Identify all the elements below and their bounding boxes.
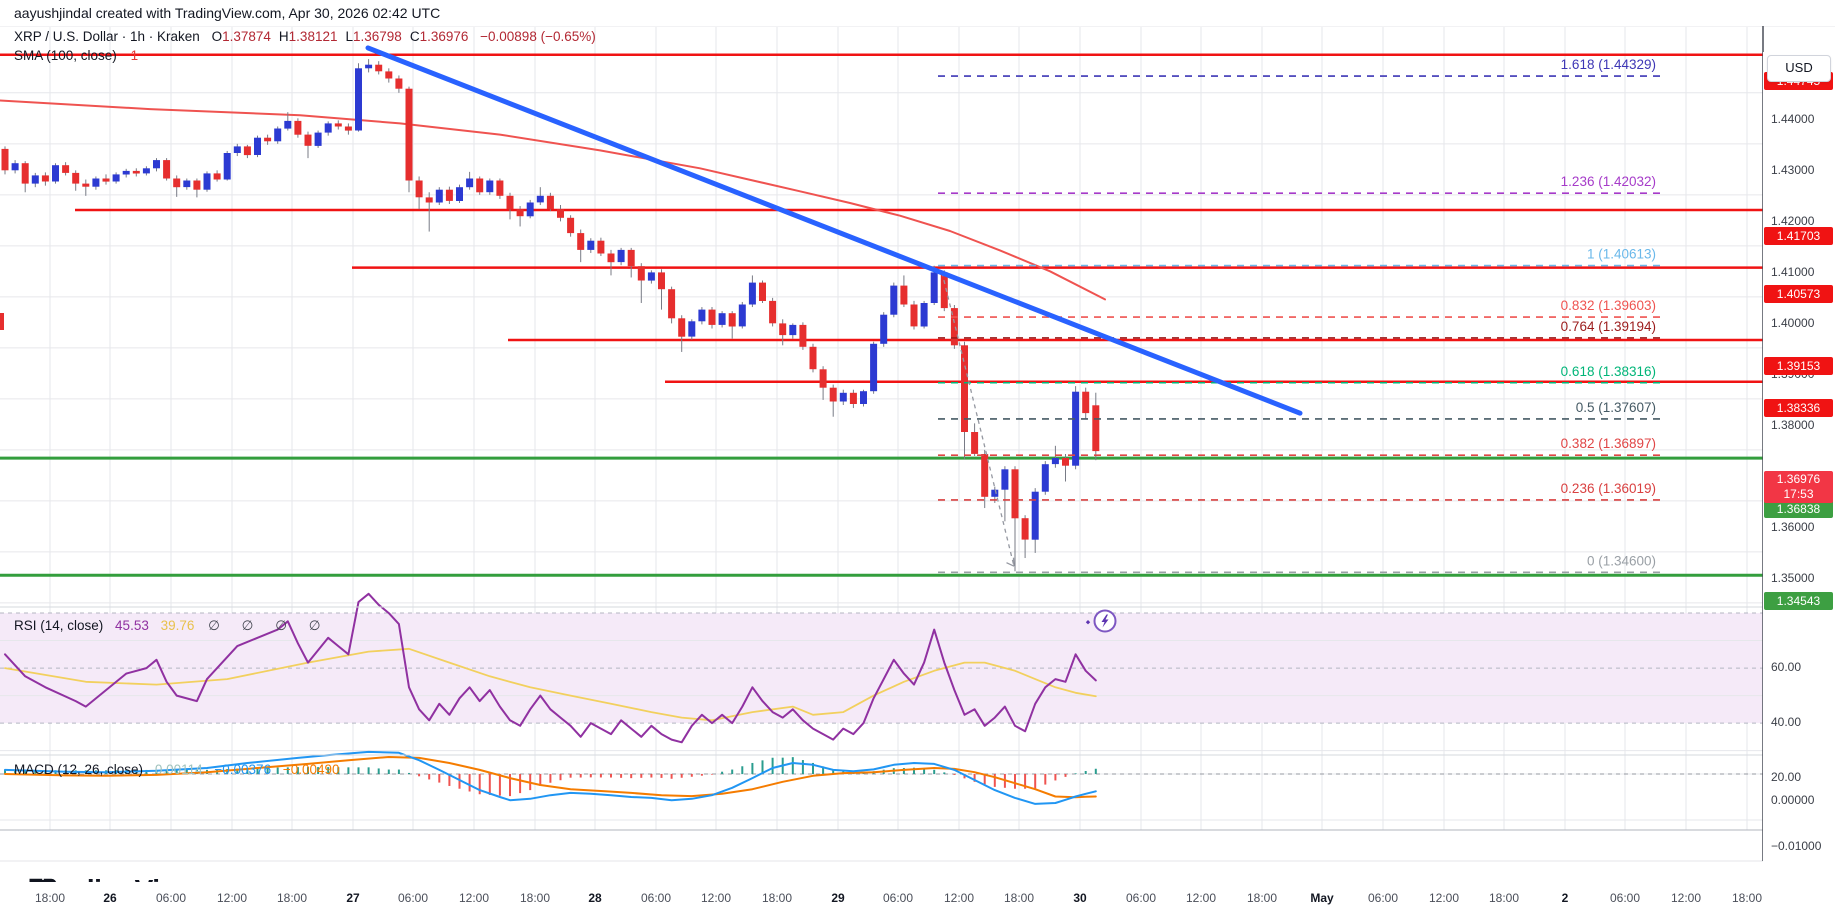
time-axis[interactable]: 18:00 26 06:00 12:00 18:00 27 06:00 12:00 18:00 2… (0, 882, 1763, 914)
price-tick: 1.36000 (1771, 520, 1815, 534)
time-tick: 18:00 (1246, 891, 1278, 905)
time-tick: 12:00 (1428, 891, 1460, 905)
change-value: −0.00898 (−0.65%) (480, 29, 596, 44)
level-price-label: 1.39153 (1764, 357, 1833, 375)
svg-text:1 (1.40613): 1 (1.40613) (1587, 247, 1656, 262)
ohlc-values: O1.37874 H1.38121 L1.36798 C1.36976 (204, 29, 469, 44)
ohlc-letter: C (409, 29, 420, 44)
time-tick: 12:00 (216, 891, 248, 905)
macd-hist-value: 0.00114 (154, 762, 203, 777)
ohlc-number: 1.36798 (353, 29, 402, 44)
time-tick: 28 (588, 891, 602, 905)
time-tick: 12:00 (700, 891, 732, 905)
time-tick: 12:00 (1670, 891, 1702, 905)
rsi-ma-value: 39.76 (160, 618, 195, 633)
price-tick: 1.42000 (1771, 214, 1815, 228)
current-price-label: 1.36976 17:53 (1764, 471, 1833, 503)
ohlc-letter: O (211, 29, 223, 44)
macd-label[interactable]: MACD (12, 26, close) (14, 762, 144, 777)
time-tick: 06:00 (397, 891, 429, 905)
rsi-tick: 60.00 (1771, 660, 1802, 674)
currency-button[interactable]: USD (1767, 55, 1831, 82)
flash-icon[interactable] (1080, 607, 1120, 635)
time-tick: 29 (831, 891, 845, 905)
svg-text:1.236 (1.42032): 1.236 (1.42032) (1561, 174, 1656, 189)
time-tick: 18:00 (1731, 891, 1763, 905)
macd-value: −0.00376 (214, 762, 272, 777)
ohlc-letter: H (278, 29, 289, 44)
sparkle-icon (1085, 620, 1091, 625)
price-tick: 1.35000 (1771, 571, 1815, 585)
ohlc-letter: L (345, 29, 353, 44)
time-tick: 30 (1073, 891, 1087, 905)
time-tick: 06:00 (155, 891, 187, 905)
time-tick: 18:00 (34, 891, 66, 905)
time-tick: 18:00 (1003, 891, 1035, 905)
ohlc-number: 1.36976 (419, 29, 469, 44)
chart-plot-area[interactable]: 1.618 (1.44329) 1.236 (1.42032) 1 (1.40613… (0, 26, 1835, 914)
ohlc-number: 1.38121 (288, 29, 338, 44)
chart-canvas[interactable]: 1.618 (1.44329) 1.236 (1.42032) 1 (1.40613… (0, 26, 1835, 862)
time-tick: 06:00 (1609, 891, 1641, 905)
time-tick: 12:00 (943, 891, 975, 905)
rsi-value: 45.53 (115, 618, 149, 633)
svg-text:0.764 (1.39194): 0.764 (1.39194) (1561, 319, 1656, 334)
macd-signal-value: −0.00490 (282, 762, 340, 777)
symbol-header[interactable]: XRP / U.S. Dollar · 1h · Kraken O1.37874… (14, 29, 596, 44)
time-tick: 27 (346, 891, 360, 905)
svg-text:0.618 (1.38316): 0.618 (1.38316) (1561, 364, 1656, 379)
attribution-text: aayushjindal created with TradingView.co… (14, 5, 441, 21)
level-price-label: 1.40573 (1764, 285, 1833, 303)
rsi-tick: 40.00 (1771, 715, 1802, 729)
time-tick: May (1310, 891, 1334, 905)
time-tick: 18:00 (519, 891, 551, 905)
lightning-bolt-icon (1101, 614, 1109, 628)
price-tick: 1.38000 (1771, 418, 1815, 432)
price-tick: 1.44000 (1771, 112, 1815, 126)
svg-text:0 (1.34600): 0 (1.34600) (1587, 553, 1656, 568)
level-price-label: 1.41703 (1764, 227, 1833, 245)
symbol-title[interactable]: XRP / U.S. Dollar · 1h · Kraken (14, 29, 200, 44)
time-tick: 12:00 (1185, 891, 1217, 905)
price-axis[interactable]: USD 1.44000 1.43000 1.42000 1.41000 1.40000 1… (1763, 52, 1835, 888)
sma-label[interactable]: SMA (100, close) (14, 48, 117, 63)
svg-text:0.236 (1.36019): 0.236 (1.36019) (1561, 481, 1656, 496)
time-tick: 18:00 (276, 891, 308, 905)
price-tick: 1.41000 (1771, 265, 1815, 279)
macd-tick: −0.01000 (1771, 839, 1822, 853)
price-tick: 1.43000 (1771, 163, 1815, 177)
time-tick: 26 (103, 891, 117, 905)
macd-tick: 0.00000 (1771, 793, 1815, 807)
svg-text:1.618 (1.44329): 1.618 (1.44329) (1561, 57, 1656, 72)
sma-value: 1 (130, 48, 139, 63)
level-price-label: 1.36838 (1764, 500, 1833, 518)
time-tick: 06:00 (882, 891, 914, 905)
svg-text:0.382 (1.36897): 0.382 (1.36897) (1561, 436, 1656, 451)
sma-indicator-header[interactable]: SMA (100, close) 1 (14, 48, 138, 63)
time-tick: 06:00 (640, 891, 672, 905)
macd-indicator-header[interactable]: MACD (12, 26, close) 0.00114 −0.00376 −0… (14, 762, 340, 777)
time-tick: 12:00 (458, 891, 490, 905)
svg-text:0.5 (1.37607): 0.5 (1.37607) (1576, 400, 1656, 415)
ohlc-number: 1.37874 (222, 29, 271, 44)
svg-text:0.832 (1.39603): 0.832 (1.39603) (1561, 298, 1656, 313)
price-tick: 1.40000 (1771, 316, 1815, 330)
time-tick: 06:00 (1125, 891, 1157, 905)
time-tick: 06:00 (1367, 891, 1399, 905)
time-tick: 18:00 (1488, 891, 1520, 905)
rsi-tick: 20.00 (1771, 770, 1802, 784)
time-tick: 2 (1561, 891, 1569, 905)
level-price-label: 1.38336 (1764, 399, 1833, 417)
rsi-label[interactable]: RSI (14, close) (14, 618, 104, 633)
level-price-label: 1.34543 (1764, 592, 1833, 610)
rsi-empty-values: ∅ ∅ ∅ ∅ (208, 618, 330, 633)
rsi-indicator-header[interactable]: RSI (14, close) 45.53 39.76 ∅ ∅ ∅ ∅ (14, 618, 329, 634)
time-tick: 18:00 (761, 891, 793, 905)
